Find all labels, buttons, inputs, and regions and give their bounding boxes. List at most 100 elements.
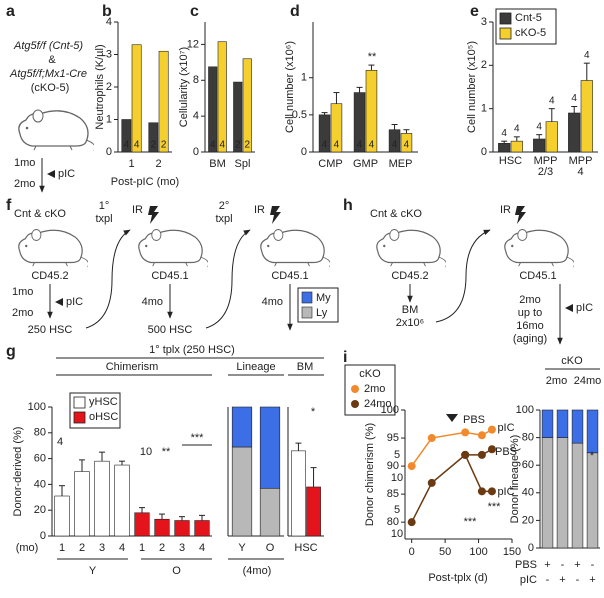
- data-point: [477, 431, 486, 440]
- irradiation-label: IR: [500, 204, 511, 216]
- panel-label: h: [343, 197, 353, 214]
- data-point: [487, 487, 496, 496]
- legend-swatch: [499, 12, 512, 25]
- legend-label: My: [316, 292, 331, 304]
- transplant-label: 1°: [99, 200, 110, 212]
- transplant-arrow: [85, 229, 131, 329]
- annotation: 5: [394, 504, 400, 516]
- x-tick-label: 0: [409, 546, 415, 558]
- bar-segment: [231, 406, 253, 448]
- x-tick-label: 100: [469, 546, 487, 558]
- y-tick-label: 3: [106, 48, 112, 60]
- irradiation-icon: [148, 206, 159, 224]
- bar-segment: [541, 409, 554, 438]
- legend-box: [344, 364, 396, 416]
- x-tick-label: 1: [59, 542, 65, 554]
- bar: [217, 41, 227, 153]
- x-axis-label: (mo): [16, 542, 39, 554]
- x-axis-label: (4mo): [243, 565, 272, 577]
- time-label: 1mo: [12, 286, 33, 298]
- transplant-label: txpl: [95, 213, 112, 225]
- x-tick-label: Y: [238, 542, 246, 554]
- row-value: -: [576, 574, 580, 586]
- transplant-arrow: [435, 229, 491, 323]
- panel-label: f: [6, 197, 12, 214]
- chart-title: cKO: [561, 355, 583, 367]
- diagram-h: Cnt & cKO CD45.2 BM 2x10⁶ IR CD45.1 2mo …: [370, 204, 593, 345]
- y-tick-label: 100: [516, 404, 534, 416]
- bar: [94, 460, 110, 537]
- conjunction: &: [48, 54, 56, 66]
- bar-segment: [259, 406, 281, 489]
- annotation: pIC: [497, 486, 514, 498]
- mouse-icon: [18, 109, 94, 152]
- mouse-icon: [376, 228, 446, 268]
- data-point: [427, 434, 436, 443]
- panel-label: i: [343, 349, 347, 366]
- annotation: ***: [488, 501, 502, 513]
- bar: [242, 58, 252, 153]
- y-axis-label: Neutrophils (K/µl): [94, 44, 106, 129]
- x-tick-label: MPP 2/3: [533, 155, 558, 178]
- bar: [533, 138, 546, 153]
- n-label: 4: [584, 50, 590, 61]
- x-tick-label: HSC: [498, 155, 523, 167]
- row-value: -: [561, 559, 565, 571]
- x-tick-label: 3: [99, 542, 105, 554]
- time-label: 2mo: [12, 307, 33, 319]
- group-label: 2mo: [546, 375, 567, 387]
- annotation: *: [311, 406, 316, 418]
- panel-label: d: [290, 3, 300, 20]
- legend-swatch: [499, 27, 512, 40]
- bar: [568, 112, 581, 153]
- y-tick-label: 0: [301, 146, 307, 158]
- panel-label: b: [102, 3, 112, 20]
- treatment-arrow: [446, 414, 458, 422]
- row-value: +: [559, 574, 565, 586]
- row-label: PBS: [515, 559, 537, 571]
- treatment-arrow: [55, 298, 63, 306]
- y-tick-label: 1: [106, 113, 112, 125]
- n-label: 2: [244, 140, 250, 151]
- y-tick-label: 1: [481, 103, 487, 115]
- genotype: Atg5f/f (Cnt-5): [13, 40, 83, 52]
- x-tick-label: 3: [179, 542, 185, 554]
- y-tick-label: 0: [40, 530, 46, 542]
- n-label: 4: [404, 140, 410, 151]
- x-tick-label: Spl: [235, 158, 251, 170]
- n-label: 2: [161, 140, 167, 151]
- y-tick-label: 0.5: [292, 109, 307, 121]
- y-tick-label: 100: [28, 401, 46, 413]
- legend-label: yHSC: [89, 396, 118, 408]
- x-axis-label: HSC: [294, 542, 317, 554]
- x-tick-label: 2: [79, 542, 85, 554]
- mouse-icon: [504, 228, 574, 268]
- data-point: [427, 478, 436, 487]
- x-axis-label: Post-tplx (d): [428, 572, 487, 584]
- n-label: 4: [124, 140, 130, 151]
- y-axis-label: Cell number (x10⁶): [284, 41, 296, 133]
- bar: [134, 512, 150, 537]
- treatment-label: pIC: [66, 296, 83, 308]
- note-label: (aging): [513, 333, 547, 345]
- cells-label: 250 HSC: [28, 324, 73, 336]
- section-label: Chimerism: [106, 361, 159, 373]
- x-axis-label: Post-pIC (mo): [111, 176, 179, 188]
- row-value: -: [546, 574, 550, 586]
- genotype-label: (cKO-5): [31, 82, 70, 94]
- time-label: 2mo: [14, 178, 35, 190]
- annotation: 5: [394, 449, 400, 461]
- row-value: -: [591, 559, 595, 571]
- y-tick-label: 2: [481, 59, 487, 71]
- bar-segment: [541, 437, 554, 549]
- bar-segment: [586, 452, 599, 549]
- bar: [174, 520, 190, 537]
- x-tick-label: CMP: [318, 158, 342, 170]
- annotation: ***: [464, 516, 478, 528]
- group-label: 24mo: [574, 375, 602, 387]
- n-label: 4: [392, 140, 398, 151]
- annotation: 10: [391, 528, 403, 540]
- mouse-icon: [18, 228, 88, 268]
- diagram-f: Cnt & cKO CD45.2 1mo pIC 2mo 250 HSC 1° …: [12, 200, 339, 336]
- bar: [233, 81, 243, 153]
